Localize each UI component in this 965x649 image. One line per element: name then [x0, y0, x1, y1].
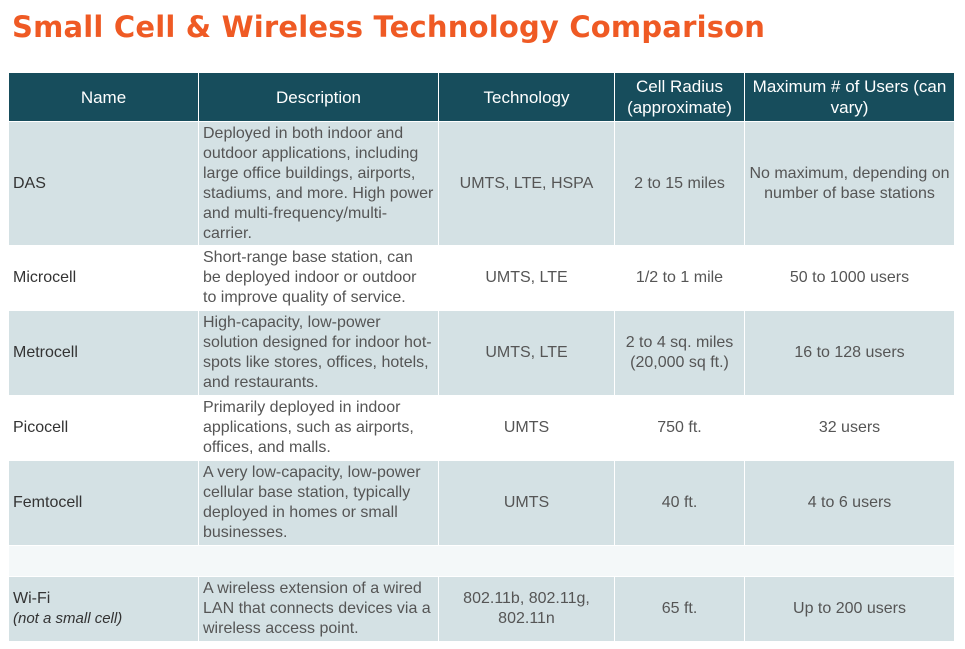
cell-technology: UMTS: [438, 460, 615, 546]
header-description: Description: [198, 72, 439, 122]
cell-name: Femtocell: [8, 460, 199, 546]
cell-name: Picocell: [8, 395, 199, 461]
header-max-users: Maximum # of Users (can vary): [744, 72, 955, 122]
wifi-name: Wi-Fi: [13, 590, 51, 607]
spacer-cell: [8, 545, 955, 577]
table-row-metrocell: Metrocell High-capacity, low-power solut…: [8, 310, 955, 396]
header-name: Name: [8, 72, 199, 122]
cell-technology: 802.11b, 802.11g, 802.11n: [438, 576, 615, 642]
cell-name: Metrocell: [8, 310, 199, 396]
table-spacer-row: [8, 545, 955, 577]
cell-max-users: 16 to 128 users: [744, 310, 955, 396]
cell-name: Microcell: [8, 245, 199, 311]
cell-radius: 40 ft.: [614, 460, 745, 546]
cell-radius: 2 to 4 sq. miles (20,000 sq ft.): [614, 310, 745, 396]
cell-technology: UMTS, LTE: [438, 245, 615, 311]
cell-name-wifi: Wi-Fi (not a small cell): [8, 576, 199, 642]
cell-description: Primarily deployed in indoor application…: [198, 395, 439, 461]
page-title: Small Cell & Wireless Technology Compari…: [12, 10, 766, 44]
header-cell-radius: Cell Radius (approximate): [614, 72, 745, 122]
wifi-note: (not a small cell): [13, 610, 123, 627]
cell-max-users: Up to 200 users: [744, 576, 955, 642]
cell-radius: 2 to 15 miles: [614, 121, 745, 246]
header-technology: Technology: [438, 72, 615, 122]
table-row-wifi: Wi-Fi (not a small cell) A wireless exte…: [8, 576, 955, 642]
cell-radius: 1/2 to 1 mile: [614, 245, 745, 311]
cell-description: Deployed in both indoor and outdoor appl…: [198, 121, 439, 246]
cell-radius: 65 ft.: [614, 576, 745, 642]
cell-description: High-capacity, low-power solution design…: [198, 310, 439, 396]
comparison-table: Name Description Technology Cell Radius …: [8, 72, 955, 642]
cell-technology: UMTS, LTE, HSPA: [438, 121, 615, 246]
table-row-femtocell: Femtocell A very low-capacity, low-power…: [8, 460, 955, 546]
cell-name: DAS: [8, 121, 199, 246]
table-row-microcell: Microcell Short-range base station, can …: [8, 245, 955, 311]
cell-description: A very low-capacity, low-power cellular …: [198, 460, 439, 546]
cell-technology: UMTS, LTE: [438, 310, 615, 396]
cell-radius: 750 ft.: [614, 395, 745, 461]
table-row-picocell: Picocell Primarily deployed in indoor ap…: [8, 395, 955, 461]
header-row: Name Description Technology Cell Radius …: [8, 72, 955, 122]
cell-max-users: 4 to 6 users: [744, 460, 955, 546]
table-row-das: DAS Deployed in both indoor and outdoor …: [8, 121, 955, 246]
cell-description: A wireless extension of a wired LAN that…: [198, 576, 439, 642]
cell-technology: UMTS: [438, 395, 615, 461]
cell-description: Short-range base station, can be deploye…: [198, 245, 439, 311]
cell-max-users: No maximum, depending on number of base …: [744, 121, 955, 246]
cell-max-users: 32 users: [744, 395, 955, 461]
cell-max-users: 50 to 1000 users: [744, 245, 955, 311]
